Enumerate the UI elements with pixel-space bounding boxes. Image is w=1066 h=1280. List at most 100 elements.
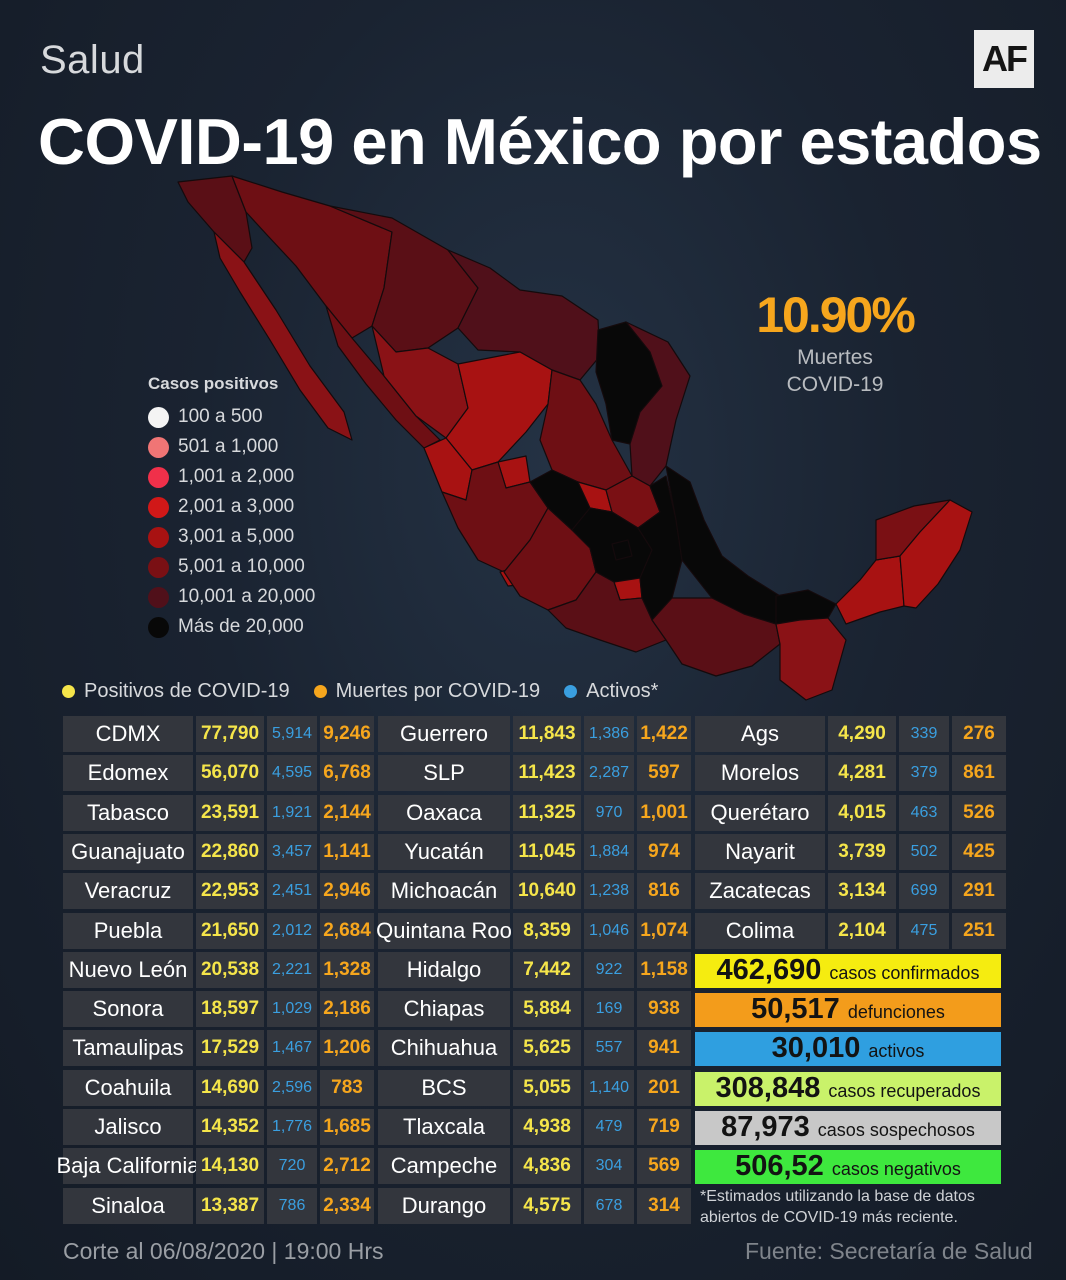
active-dot-icon	[564, 685, 578, 698]
table-cell-pos: 14,130	[196, 1148, 264, 1185]
summary-label: casos sospechosos	[817, 1119, 975, 1140]
table-cell-act: 922	[584, 951, 634, 988]
table-cell-name: Ags	[695, 716, 825, 752]
table-cell-pos: 8,359	[513, 912, 581, 949]
table-cell-mue: 1,001	[637, 794, 691, 831]
table-cell-act: 3,457	[267, 833, 317, 870]
legend-swatch-icon	[148, 586, 169, 608]
summary-box: 462,690 casos confirmados	[695, 954, 1001, 988]
table-cell-act: 1,046	[584, 912, 634, 949]
cutoff-date: Corte al 06/08/2020 | 19:00 Hrs	[63, 1238, 384, 1264]
table-cell-name: Chihuahua	[378, 1030, 510, 1067]
table-cell-name: Campeche	[378, 1148, 510, 1185]
table-cell-mue: 425	[952, 833, 1006, 870]
table-cell-pos: 5,055	[513, 1069, 581, 1106]
table-cell-act: 4,595	[267, 755, 317, 792]
key-deaths: Muertes por COVID-19	[313, 680, 540, 703]
summary-label: casos recuperados	[828, 1080, 981, 1101]
legend-item: 501 a 1,000	[148, 432, 315, 462]
table-cell-act: 1,884	[584, 833, 634, 870]
table-cell-name: Jalisco	[63, 1109, 193, 1145]
table-cell-act: 2,451	[267, 873, 317, 910]
table-cell-pos: 23,591	[196, 794, 264, 831]
table-cell-act: 2,012	[267, 912, 317, 949]
table-cell-name: CDMX	[63, 716, 193, 752]
table-cell-name: Nuevo León	[63, 951, 193, 988]
summary-box: 50,517 defunciones	[695, 993, 1001, 1028]
section-label: Salud	[40, 38, 145, 82]
table-cell-name: Baja California	[56, 1148, 200, 1185]
table-cell-mue: 1,422	[637, 716, 691, 752]
map-state-sonora	[231, 175, 393, 339]
table-cell-pos: 10,640	[513, 873, 581, 910]
table-cell-mue: 569	[637, 1148, 691, 1185]
summary-value: 308,848	[715, 1071, 821, 1104]
table-cell-mue: 938	[637, 991, 691, 1028]
table-cell-name: Michoacán	[378, 873, 510, 910]
table-cell-mue: 6,768	[320, 755, 374, 792]
map-state-campeche	[835, 555, 905, 625]
table-cell-mue: 2,334	[320, 1187, 374, 1224]
table-cell-mue: 1,685	[320, 1109, 374, 1145]
summary-value: 30,010	[771, 1032, 861, 1065]
table-cell-pos: 17,529	[196, 1030, 264, 1067]
table-cell-mue: 941	[637, 1030, 691, 1067]
legend-swatch-icon	[148, 466, 169, 488]
table-cell-name: Chiapas	[378, 991, 510, 1028]
table-cell-mue: 201	[637, 1069, 691, 1106]
table-cell-pos: 4,290	[828, 716, 896, 752]
table-cell-act: 463	[899, 794, 949, 831]
table-cell-mue: 251	[952, 912, 1006, 949]
deaths-dot-icon	[313, 685, 327, 698]
table-cell-name: Colima	[695, 912, 825, 949]
table-cell-pos: 21,650	[196, 912, 264, 949]
positive-dot-icon	[62, 685, 75, 698]
table-cell-pos: 7,442	[513, 951, 581, 988]
table-cell-name: Guerrero	[378, 716, 510, 752]
map-state-quintana-roo	[899, 499, 973, 609]
table-cell-name: BCS	[378, 1069, 510, 1106]
table-cell-pos: 4,938	[513, 1109, 581, 1145]
table-cell-mue: 9,246	[320, 716, 374, 752]
table-cell-pos: 18,597	[196, 991, 264, 1028]
table-cell-mue: 816	[637, 873, 691, 910]
summary-value: 506,52	[735, 1150, 824, 1182]
map-legend: Casos positivos 100 a 500 501 a 1,000 1,00…	[148, 374, 315, 642]
summary-value: 462,690	[716, 954, 822, 986]
table-cell-act: 169	[584, 991, 634, 1028]
table-cell-name: Oaxaca	[378, 794, 510, 831]
table-cell-pos: 11,843	[513, 716, 581, 752]
legend-item: 5,001 a 10,000	[148, 552, 315, 582]
summary-value: 50,517	[751, 993, 840, 1026]
table-cell-pos: 20,538	[196, 951, 264, 988]
table-cell-pos: 56,070	[196, 755, 264, 792]
table-cell-act: 1,238	[584, 873, 634, 910]
table-cell-name: Sinaloa	[63, 1187, 193, 1224]
table-cell-name: SLP	[378, 755, 510, 792]
map-state-bcs	[213, 231, 353, 441]
table-cell-name: Tamaulipas	[63, 1030, 193, 1067]
legend-label: 1,001 a 2,000	[178, 466, 295, 487]
summary-label: casos confirmados	[829, 963, 980, 983]
table-cell-name: Puebla	[63, 912, 193, 949]
legend-swatch-icon	[148, 526, 169, 548]
death-rate-label: Muertes	[797, 346, 873, 369]
table-cell-mue: 276	[952, 716, 1006, 752]
table-cell-name: Tlaxcala	[378, 1109, 510, 1145]
summary-label: activos	[868, 1041, 925, 1062]
table-cell-mue: 1,328	[320, 951, 374, 988]
table-cell-pos: 22,953	[196, 873, 264, 910]
map-state-chiapas	[775, 617, 847, 701]
legend-swatch-icon	[148, 496, 169, 518]
table-cell-mue: 2,684	[320, 912, 374, 949]
table-cell-mue: 291	[952, 873, 1006, 910]
table-cell-mue: 861	[952, 755, 1006, 792]
key-positive-label: Positivos de COVID-19	[84, 680, 290, 702]
table-cell-name: Durango	[378, 1187, 510, 1224]
table-cell-name: Guanajuato	[63, 833, 193, 870]
legend-item: 100 a 500	[148, 402, 315, 432]
table-cell-pos: 3,134	[828, 873, 896, 910]
table-cell-act: 2,221	[267, 951, 317, 988]
table-cell-act: 304	[584, 1148, 634, 1185]
table-cell-act: 1,386	[584, 716, 634, 752]
